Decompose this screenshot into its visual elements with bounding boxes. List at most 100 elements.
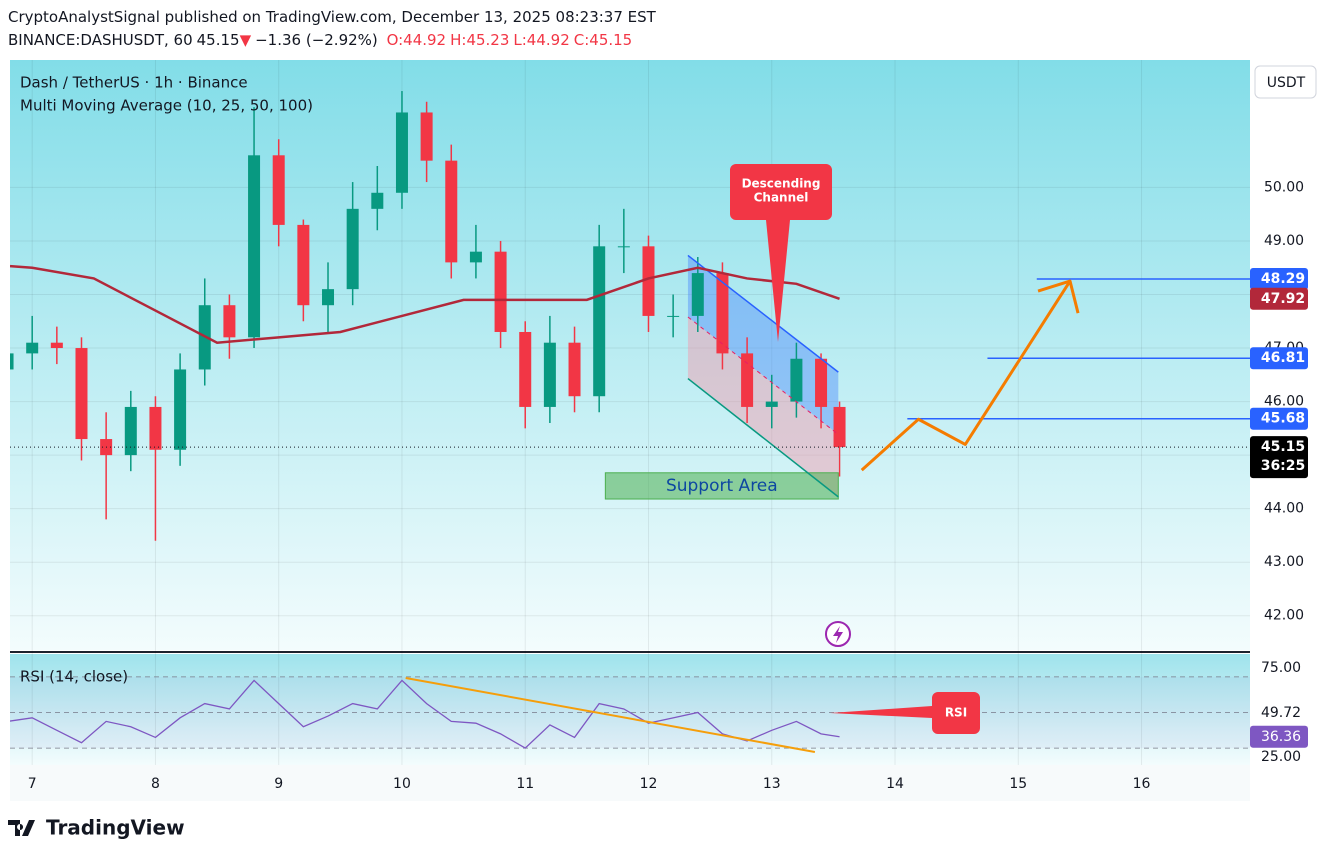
candle-body [716,273,729,354]
ohlc: O:44.92 [386,31,447,49]
last-price-label: 45.15 [1261,439,1305,455]
channel-upper [687,254,839,373]
main-plot: Support Area [10,91,1250,541]
candle-body [568,342,581,397]
ma-tag [1250,287,1308,310]
grid [10,60,1250,765]
candle-body [494,251,507,332]
symbol-line: BINANCE:DASHUSDT, 60 45.15▼ −1.36 (−2.92%)… [8,29,656,52]
x-tick-label: 12 [640,776,658,792]
ohlc: C:45.15 [573,31,633,49]
candle-body [667,315,680,317]
legend-symbol: Dash / TetherUS · 1h · Binance [20,74,248,92]
last-price: 45.15 [196,31,240,49]
candle-body [223,305,236,338]
candle-body [593,246,606,397]
candle-body [469,251,482,263]
x-tick-label: 7 [28,776,37,792]
candle-body [50,342,63,349]
axes: 7891011121314151642.0043.0044.0045.0046.… [28,179,1308,792]
ohlc: L:44.92 [513,31,570,49]
y-tick-label: 49.00 [1264,233,1304,249]
support-area [604,472,839,500]
channel-lower-fill [687,316,839,497]
candle-body [75,348,88,440]
candle-body [617,246,630,248]
logo-text: TradingView [46,816,185,840]
candle-body [543,342,556,407]
callout-text: Channel [754,191,809,205]
candle-body [833,406,846,448]
publish-line: CryptoAnalystSignal published on Trading… [8,8,656,26]
x-tick-label: 14 [886,776,904,792]
candle-body [741,353,754,407]
rsi-pane [10,654,1250,765]
x-tick-label: 16 [1133,776,1151,792]
channel-lower [687,377,839,498]
rsi-tick-label: 75.00 [1261,660,1301,676]
rsi-plot [10,676,1250,754]
currency-box[interactable] [1254,65,1317,99]
projection-arrowhead [1037,279,1080,314]
ohlc: H:45.23 [450,31,510,49]
candle-body [248,155,261,338]
candle-body [371,192,384,209]
candle-body [297,224,310,306]
level-tag-label: 48.29 [1261,271,1305,287]
candle-body [174,369,187,450]
rsi-line [10,679,840,749]
candle-body [519,331,532,407]
change-arrow: ▼ [239,31,252,49]
x-tick-label: 11 [516,776,534,792]
callout-text: Descending [742,177,821,191]
currency: USDT [1267,75,1306,91]
change: −1.36 (−2.92%) [255,31,378,49]
x-tick-label: 10 [393,776,411,792]
level-tag [1250,267,1308,290]
candle-body [322,289,335,306]
candle-body [346,208,359,290]
header: CryptoAnalystSignal published on Trading… [8,6,656,52]
candle-body [272,155,285,225]
candle-body [765,401,778,407]
rsi-tick-label: 25.00 [1261,749,1301,765]
candle-body [420,112,433,161]
callout-shape [830,692,980,734]
y-tick-label: 50.00 [1264,179,1304,195]
moving-average [10,264,840,344]
level-tag-label: 45.68 [1261,411,1305,427]
level-tag-label: 46.81 [1261,350,1305,366]
main-pane [10,60,1250,650]
level-tag [1250,407,1308,430]
y-tick-label: 43.00 [1264,554,1304,570]
countdown: 36:25 [1261,458,1306,474]
price-axis [1250,60,1324,801]
candle-body [149,406,162,450]
last-price-tag [1250,436,1308,479]
candle-body [642,246,655,316]
rsi-callout: RSI [830,692,980,734]
legend-ma: Multi Moving Average (10, 25, 50, 100) [20,97,313,115]
candle-body [26,342,39,354]
ma-tag-label: 47.92 [1261,291,1305,307]
candle-body [124,406,137,456]
y-tick-label: 44.00 [1264,501,1304,517]
candle-body [815,358,828,407]
callout-shape [730,164,832,342]
candle-body [10,353,14,370]
candle-body [790,358,803,402]
candle-body [445,160,458,263]
time-axis [10,765,1250,801]
candle-body [395,112,408,193]
support-label: Support Area [666,476,778,496]
logo-mark [8,820,35,836]
footer-logo: TradingView [8,816,185,840]
rsi-tag [1250,725,1308,748]
y-tick-label: 42.00 [1264,608,1304,624]
projection [860,280,1072,472]
rsi-tag-label: 36.36 [1261,729,1301,745]
x-tick-label: 13 [763,776,781,792]
